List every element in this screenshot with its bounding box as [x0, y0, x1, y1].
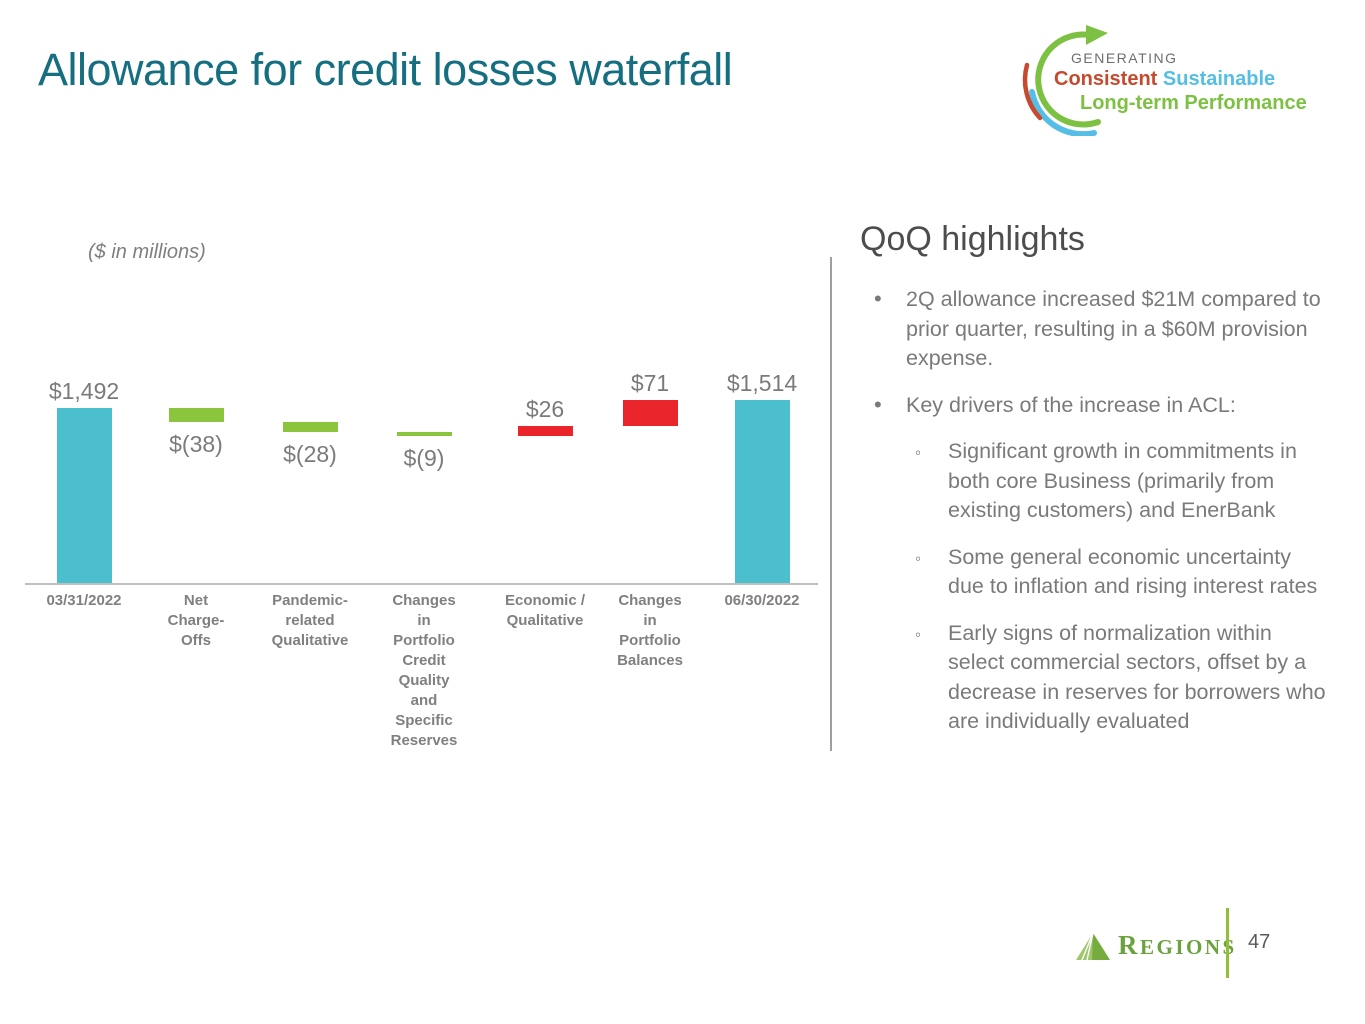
waterfall-bar-decrease: [396, 432, 452, 436]
footer-divider: [1226, 908, 1229, 978]
waterfall-bar-decrease: [168, 408, 224, 423]
category-label: Net Charge- Offs: [167, 592, 225, 649]
brand-badge: GENERATING Consistent Sustainable Long-t…: [1018, 18, 1348, 138]
highlights-list: • 2Q allowance increased $21M compared to…: [860, 285, 1332, 737]
brand-tagline: GENERATING Consistent Sustainable Long-t…: [1054, 50, 1307, 115]
waterfall-bar-decrease: [282, 422, 338, 433]
section-divider: [830, 257, 832, 751]
bar-value-label: $(9): [403, 444, 445, 471]
page-number: 47: [1248, 931, 1271, 953]
category-label: 06/30/2022: [724, 592, 800, 609]
brand-tagline-line3: Long-term Performance: [1080, 92, 1307, 114]
bullet-icon: •: [874, 286, 882, 311]
waterfall-bar-increase: [622, 399, 678, 427]
waterfall-bar-total: [56, 408, 112, 585]
category-label: Changes in Portfolio Credit Quality and …: [390, 592, 458, 749]
page-title: Allowance for credit losses waterfall: [38, 44, 733, 95]
brand-tagline-line2: Consistent Sustainable: [1054, 68, 1307, 91]
highlights-panel: QoQ highlights • 2Q allowance increased $…: [860, 220, 1332, 754]
bar-value-label: $(38): [169, 431, 223, 458]
bullet-text: Significant growth in commitments in bot…: [948, 439, 1297, 522]
regions-wordmark: REGIONS: [1118, 930, 1237, 960]
category-label: Changes in Portfolio Balances: [617, 592, 683, 669]
bullet-item: • 2Q allowance increased $21M compared to…: [860, 285, 1332, 374]
bar-value-label: $1,492: [48, 378, 120, 404]
waterfall-bar-total: [734, 399, 790, 585]
sub-bullet-item: ◦ Significant growth in commitments in bo…: [860, 437, 1332, 526]
circle-bullet-icon: ◦: [915, 443, 922, 462]
regions-pyramid-icon: [1076, 932, 1110, 961]
x-axis-line: [25, 583, 818, 585]
sub-bullet-item: ◦ Early signs of normalization within sel…: [860, 619, 1332, 737]
category-label: Economic / Qualitative: [504, 592, 586, 629]
bar-value-label: $(28): [283, 441, 337, 468]
bullet-item: • Key drivers of the increase in ACL:: [860, 391, 1332, 421]
bullet-text: Some general economic uncertainty due to…: [948, 544, 1318, 599]
bar-value-label: $26: [525, 396, 565, 423]
brand-word-consistent: Consistent: [1054, 68, 1158, 90]
sub-bullet-item: ◦ Some general economic uncertainty due t…: [860, 543, 1332, 602]
bullet-icon: •: [874, 391, 882, 417]
waterfall-bar-increase: [517, 426, 573, 436]
bar-value-label: $1,514: [726, 369, 798, 396]
brand-tagline-line1: GENERATING: [1071, 50, 1178, 66]
bullet-text: Key drivers of the increase in ACL:: [906, 392, 1236, 417]
category-label: Pandemic- related Qualitative: [271, 592, 349, 649]
bar-value-label: $71: [630, 369, 670, 396]
circle-bullet-icon: ◦: [915, 548, 922, 568]
circle-bullet-icon: ◦: [915, 624, 922, 644]
chart-units-note: ($ in millions): [88, 241, 206, 263]
bullet-text: 2Q allowance increased $21M compared to …: [906, 287, 1321, 370]
brand-word-sustainable: Sustainable: [1157, 68, 1276, 90]
category-label: 03/31/2022: [46, 592, 122, 609]
bullet-text: Early signs of normalization within sele…: [948, 620, 1326, 734]
highlights-heading: QoQ highlights: [860, 220, 1085, 258]
circular-arrows-icon: [1022, 25, 1108, 136]
